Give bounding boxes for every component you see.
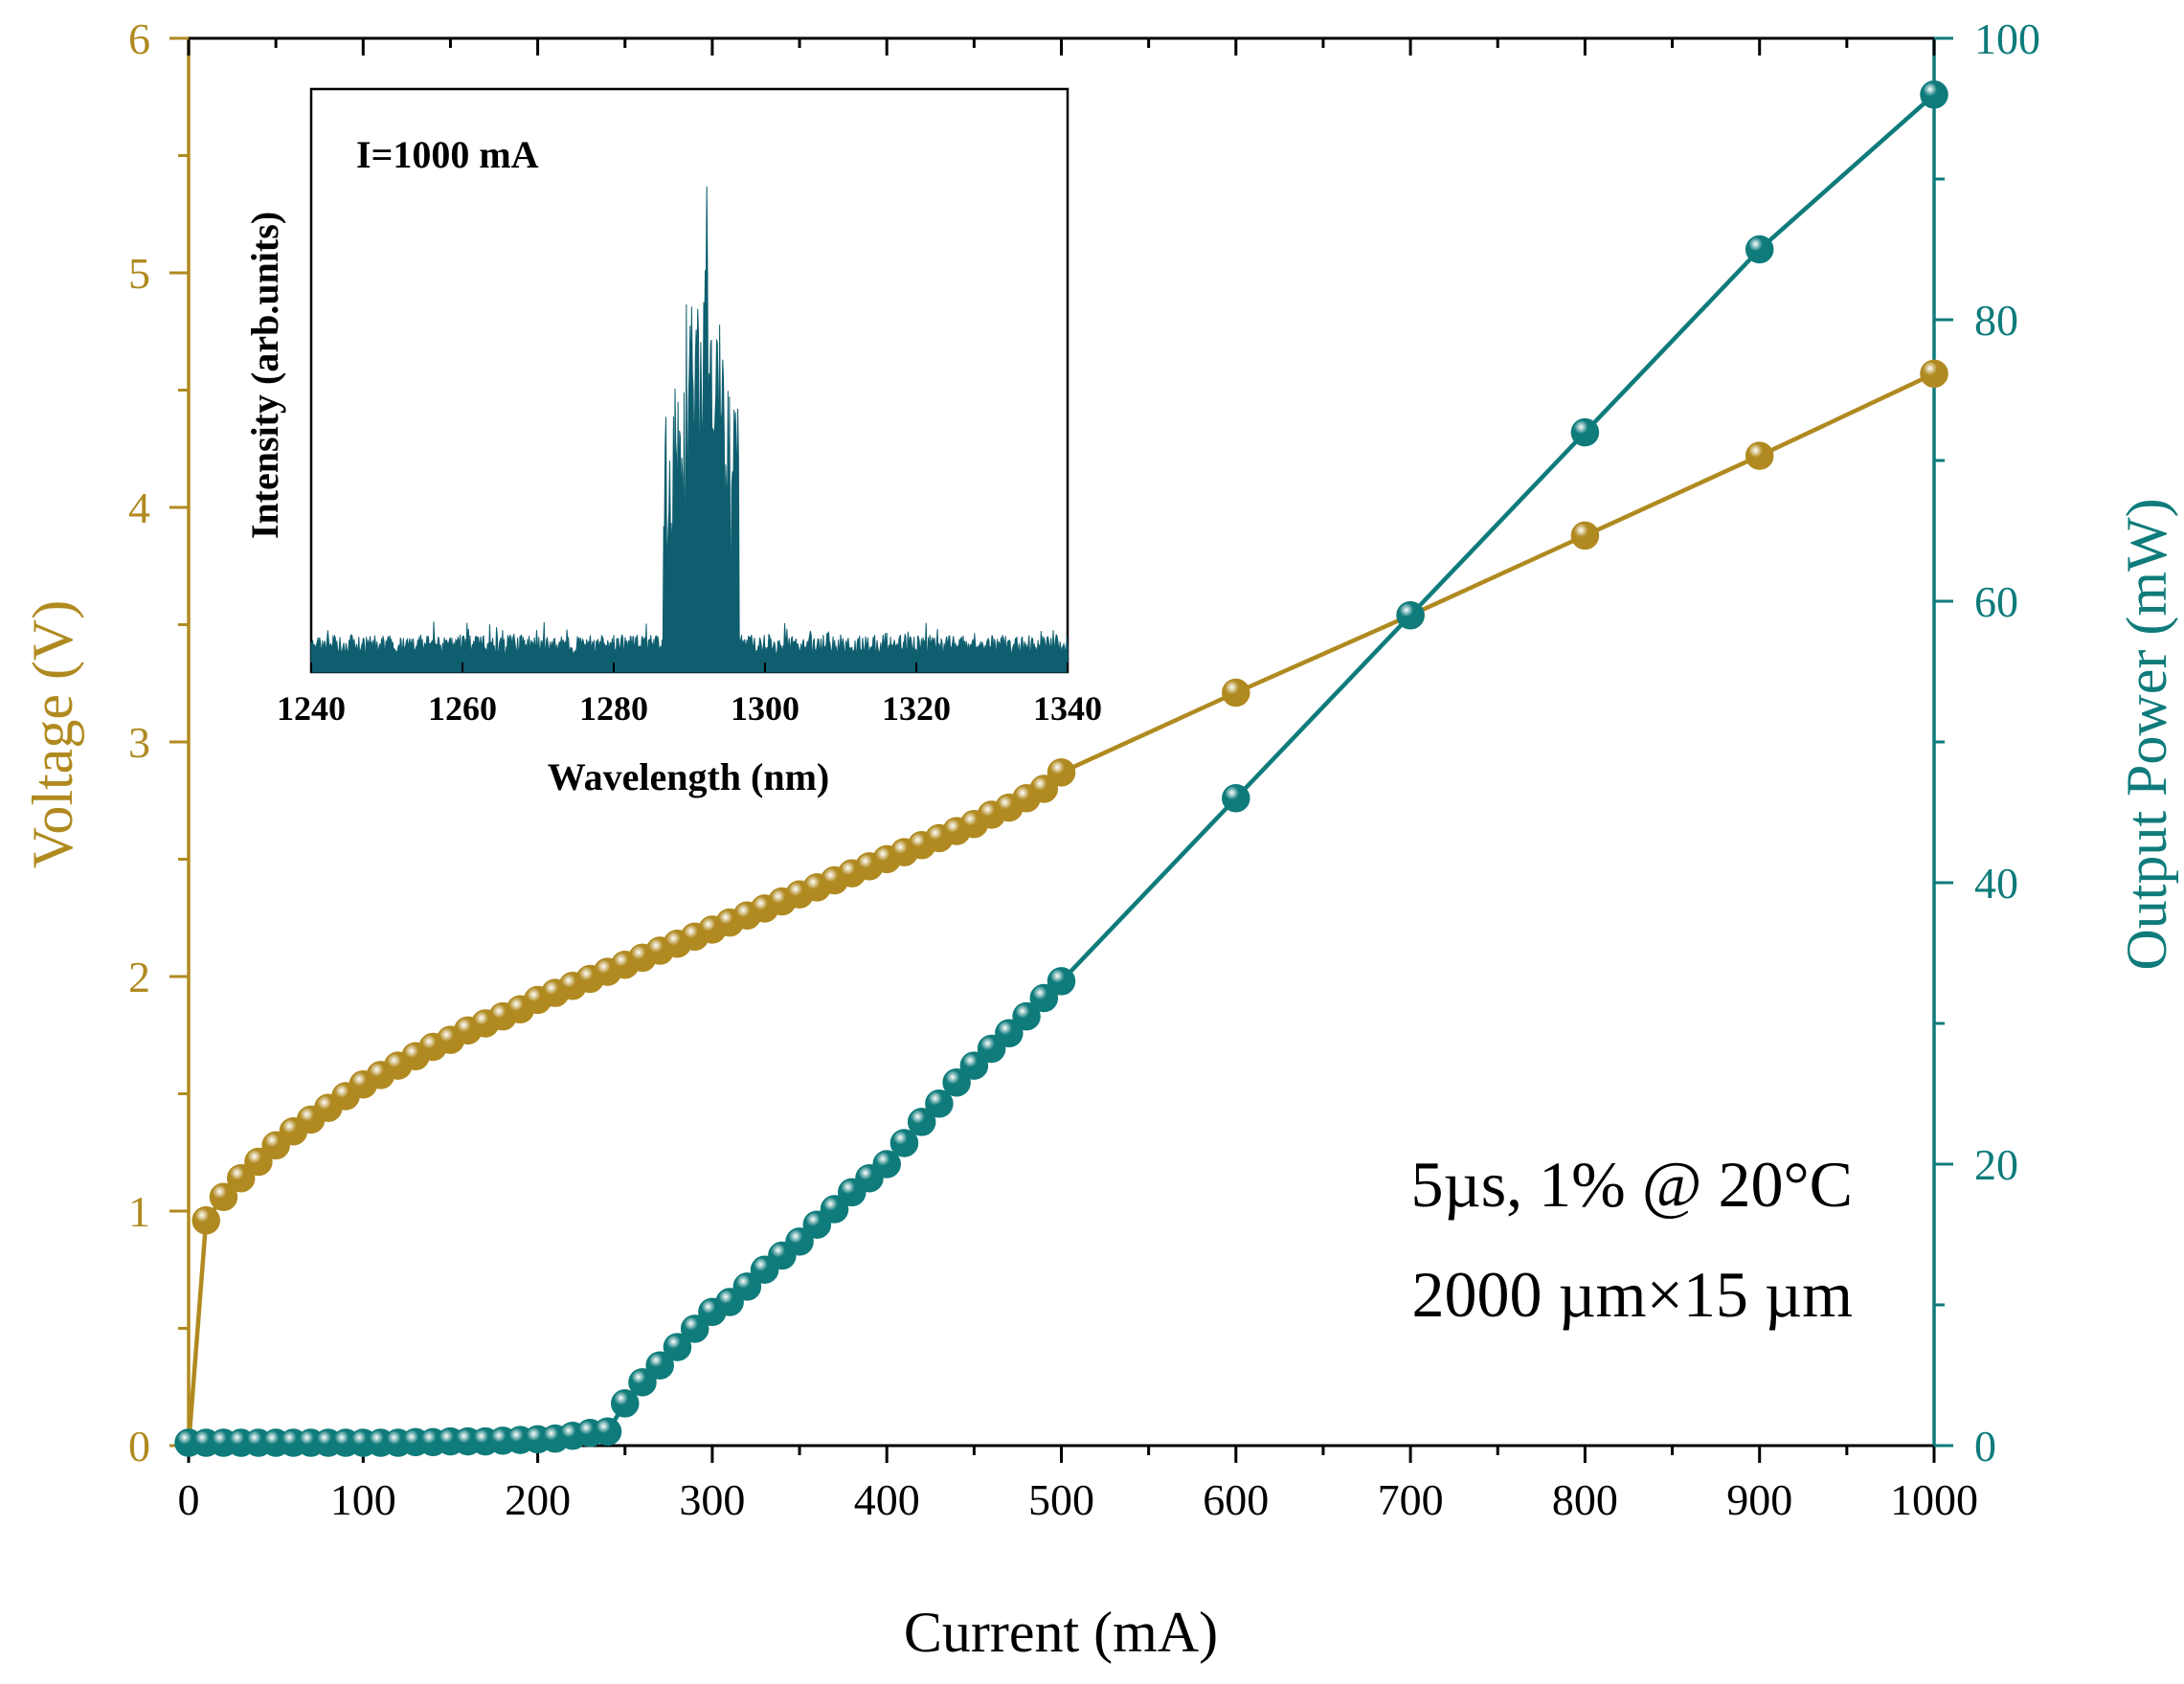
power-point bbox=[732, 1272, 762, 1301]
power-point bbox=[680, 1314, 709, 1343]
power-point bbox=[593, 1417, 622, 1447]
power-point bbox=[1047, 967, 1076, 996]
voltage-point bbox=[244, 1147, 273, 1177]
power-point bbox=[611, 1389, 640, 1418]
voltage-point bbox=[191, 1206, 220, 1235]
y-left-tick-label: 1 bbox=[128, 1187, 150, 1236]
y-right-ticks: 0 20 40 60 80 100 bbox=[1934, 14, 2040, 1471]
power-point bbox=[785, 1227, 814, 1256]
y-right-tick-label: 60 bbox=[1974, 577, 2018, 626]
power-point bbox=[942, 1067, 971, 1097]
power-point bbox=[907, 1108, 936, 1136]
inset-spectrum-area bbox=[310, 186, 1069, 673]
y-left-ticks: 0 1 2 3 4 5 6 bbox=[128, 14, 189, 1471]
voltage-point bbox=[209, 1182, 238, 1212]
x-tick-label: 300 bbox=[679, 1475, 745, 1524]
x-tick-label: 0 bbox=[178, 1475, 200, 1524]
power-point bbox=[628, 1368, 657, 1397]
x-tick-label: 600 bbox=[1203, 1475, 1269, 1524]
x-tick-label: 900 bbox=[1726, 1475, 1792, 1524]
x-ticks: 0 100 200 300 400 500 600 700 800 900 1000 bbox=[178, 38, 1978, 1524]
x-tick-label: 500 bbox=[1028, 1475, 1094, 1524]
voltage-point bbox=[1029, 775, 1059, 803]
voltage-point bbox=[1047, 758, 1076, 787]
inset-x-tick-label: 1300 bbox=[731, 689, 799, 728]
power-point bbox=[1745, 235, 1774, 264]
voltage-point bbox=[1222, 678, 1250, 707]
y-left-tick-label: 2 bbox=[128, 953, 150, 1001]
inset-x-tick-label: 1280 bbox=[579, 689, 648, 728]
y-left-tick-label: 3 bbox=[128, 718, 150, 767]
annotation-line-2: 2000 µm×15 µm bbox=[1412, 1258, 1854, 1331]
power-point bbox=[1222, 784, 1250, 813]
power-point bbox=[1029, 983, 1059, 1013]
inset-plot bbox=[309, 87, 1069, 674]
main-chart: 0 100 200 300 400 500 600 700 800 900 1000 0123456… bbox=[21, 14, 2178, 1664]
x-tick-label: 1000 bbox=[1890, 1475, 1978, 1524]
power-point bbox=[1012, 1001, 1041, 1031]
voltage-point bbox=[1920, 359, 1948, 389]
y-right-axis-title: Output Power (mW) bbox=[2115, 498, 2178, 970]
x-axis-title: Current (mA) bbox=[904, 1601, 1218, 1664]
power-point bbox=[925, 1089, 954, 1118]
power-series bbox=[174, 80, 1948, 1457]
inset-spectrum: 1240 1260 1280 1300 1320 1340 I=1000 mA Wavel… bbox=[243, 87, 1102, 798]
y-right-tick-label: 100 bbox=[1974, 14, 2040, 63]
inset-x-tick-label: 1320 bbox=[882, 689, 951, 728]
y-right-tick-label: 80 bbox=[1974, 296, 2018, 345]
inset-current-label: I=1000 mA bbox=[356, 133, 539, 176]
inset-x-tick-label: 1240 bbox=[277, 689, 346, 728]
power-point bbox=[663, 1333, 692, 1361]
inset-x-tick-label: 1260 bbox=[428, 689, 497, 728]
y-left-tick-label: 4 bbox=[128, 483, 150, 532]
x-tick-label: 100 bbox=[330, 1475, 396, 1524]
power-point bbox=[1920, 80, 1948, 109]
power-point bbox=[645, 1351, 674, 1380]
x-tick-label: 400 bbox=[854, 1475, 920, 1524]
y-right-tick-label: 40 bbox=[1974, 859, 2018, 908]
power-point bbox=[1396, 600, 1425, 630]
y-left-tick-label: 6 bbox=[128, 14, 150, 63]
x-tick-label: 800 bbox=[1552, 1475, 1618, 1524]
y-left-axis-title: Voltage (V) bbox=[21, 600, 84, 869]
y-right-tick-label: 0 bbox=[1974, 1422, 1996, 1471]
y-left-tick-label: 5 bbox=[128, 249, 150, 298]
voltage-series bbox=[186, 359, 1948, 1447]
inset-x-axis-title: Wavelength (nm) bbox=[548, 755, 829, 798]
y-left-tick-label: 0 bbox=[128, 1422, 150, 1471]
x-tick-label: 200 bbox=[505, 1475, 571, 1524]
power-point bbox=[959, 1051, 989, 1080]
voltage-point bbox=[226, 1163, 256, 1193]
power-point bbox=[872, 1150, 901, 1179]
inset-y-axis-title: Intensity (arb.units) bbox=[243, 212, 286, 539]
x-tick-label: 700 bbox=[1378, 1475, 1444, 1524]
annotation-line-1: 5µs, 1% @ 20°C bbox=[1411, 1148, 1853, 1221]
power-point bbox=[995, 1019, 1024, 1048]
power-point bbox=[1570, 417, 1600, 447]
inset-x-tick-label: 1340 bbox=[1033, 689, 1102, 728]
inset-x-ticks: 1240 1260 1280 1300 1320 1340 bbox=[277, 662, 1102, 728]
power-point bbox=[820, 1195, 849, 1224]
power-point bbox=[889, 1129, 919, 1157]
voltage-point bbox=[1570, 521, 1600, 550]
y-right-tick-label: 20 bbox=[1974, 1140, 2018, 1189]
voltage-point bbox=[1745, 441, 1774, 470]
